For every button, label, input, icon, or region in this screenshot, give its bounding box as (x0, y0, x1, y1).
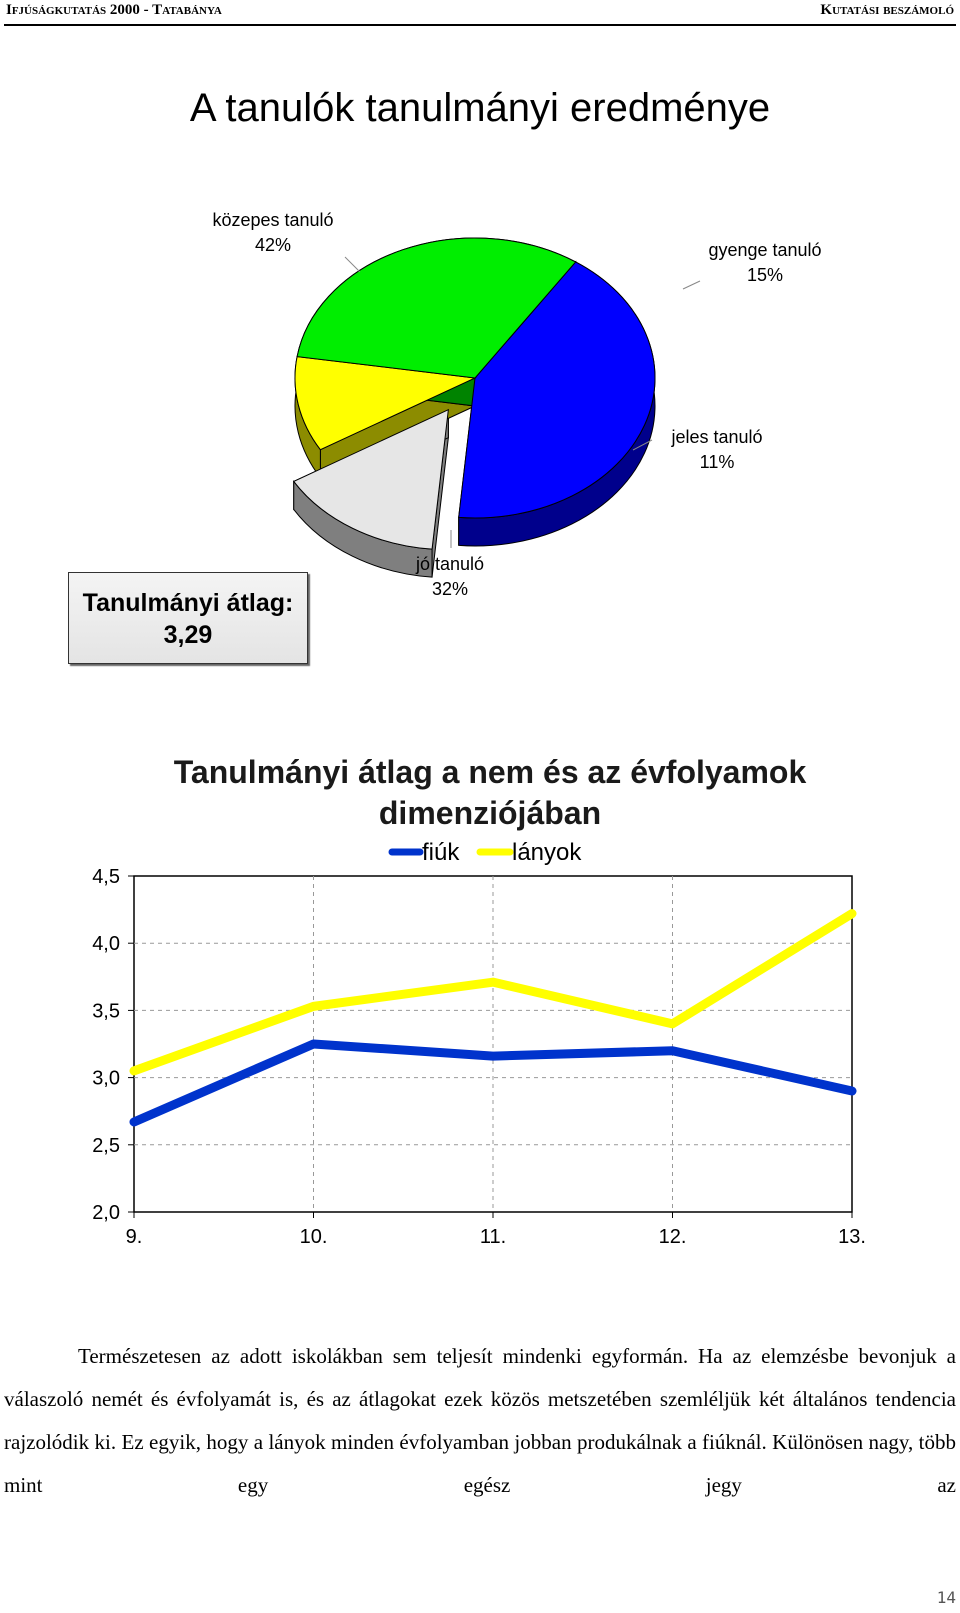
line-chart-title: Tanulmányi átlag a nem és az évfolyamok … (173, 754, 807, 831)
y-tick-label: 3,0 (92, 1068, 120, 1090)
y-tick-label: 4,0 (92, 933, 120, 955)
pie-label-pct: 15% (746, 265, 784, 285)
pie-label-name: jó tanuló (415, 554, 485, 574)
pie-label-pct: 11% (699, 452, 735, 472)
pie-label-kozepes: közepes tanuló 42% (198, 208, 348, 258)
x-tick-label: 10. (300, 1226, 328, 1248)
pie-leader-line (632, 439, 653, 451)
pie-slice (296, 237, 577, 379)
y-tick-label: 2,0 (92, 1202, 120, 1224)
header-right: Kutatási beszámoló (820, 2, 954, 18)
legend-label-fiuk: fiúk (422, 839, 460, 866)
pie-label-name: jeles tanuló (671, 427, 763, 447)
pie-label-jeles: jeles tanuló 11% (652, 425, 782, 475)
pie-label-name: közepes tanuló (212, 210, 334, 230)
x-tick-label: 11. (480, 1226, 506, 1248)
legend-label-lanyok: lányok (512, 839, 582, 866)
line-legend: fiúk lányok (388, 839, 582, 866)
page-number: 14 (936, 1588, 956, 1607)
average-box: Tanulmányi átlag: 3,29 (68, 572, 308, 664)
x-tick-label: 13. (838, 1226, 866, 1248)
pie-slice (292, 408, 449, 550)
pie-chart (292, 237, 701, 578)
pie-leader-line (344, 256, 361, 273)
y-tick-label: 2,5 (92, 1135, 120, 1157)
pie-slice (458, 261, 656, 519)
line-chart: fiúk lányok 4,5 4,0 3,5 3,0 2,5 2,0 9. 10. 11. 12… (92, 839, 866, 1248)
pie-chart-title: A tanulók tanulmányi eredménye (189, 86, 771, 130)
pie-label-gyenge: gyenge tanuló 15% (690, 238, 840, 288)
series-line-lanyok (129, 909, 857, 1076)
average-value: 3,29 (163, 621, 213, 649)
x-tick-label: 12. (659, 1226, 687, 1248)
average-label: Tanulmányi átlag: (82, 589, 294, 617)
series-line-fiuk (129, 1039, 857, 1127)
pie-label-pct: 42% (254, 235, 292, 255)
y-tick-label: 3,5 (92, 1000, 120, 1022)
body-paragraph: Természetesen az adott iskolákban sem te… (4, 1344, 956, 1497)
pie-leader-line (682, 280, 701, 290)
y-tick-label: 4,5 (92, 866, 120, 888)
pie-label-pct: 32% (431, 579, 469, 599)
header-left: Ifjúságkutatás 2000 - Tatabánya (6, 2, 222, 18)
pie-label-name: gyenge tanuló (708, 240, 822, 260)
pie-slice (294, 356, 477, 451)
page-header: Ifjúságkutatás 2000 - Tatabánya Kutatási… (4, 0, 956, 26)
pie-label-jo: jó tanuló 32% (385, 552, 515, 602)
x-tick-label: 9. (126, 1226, 143, 1248)
